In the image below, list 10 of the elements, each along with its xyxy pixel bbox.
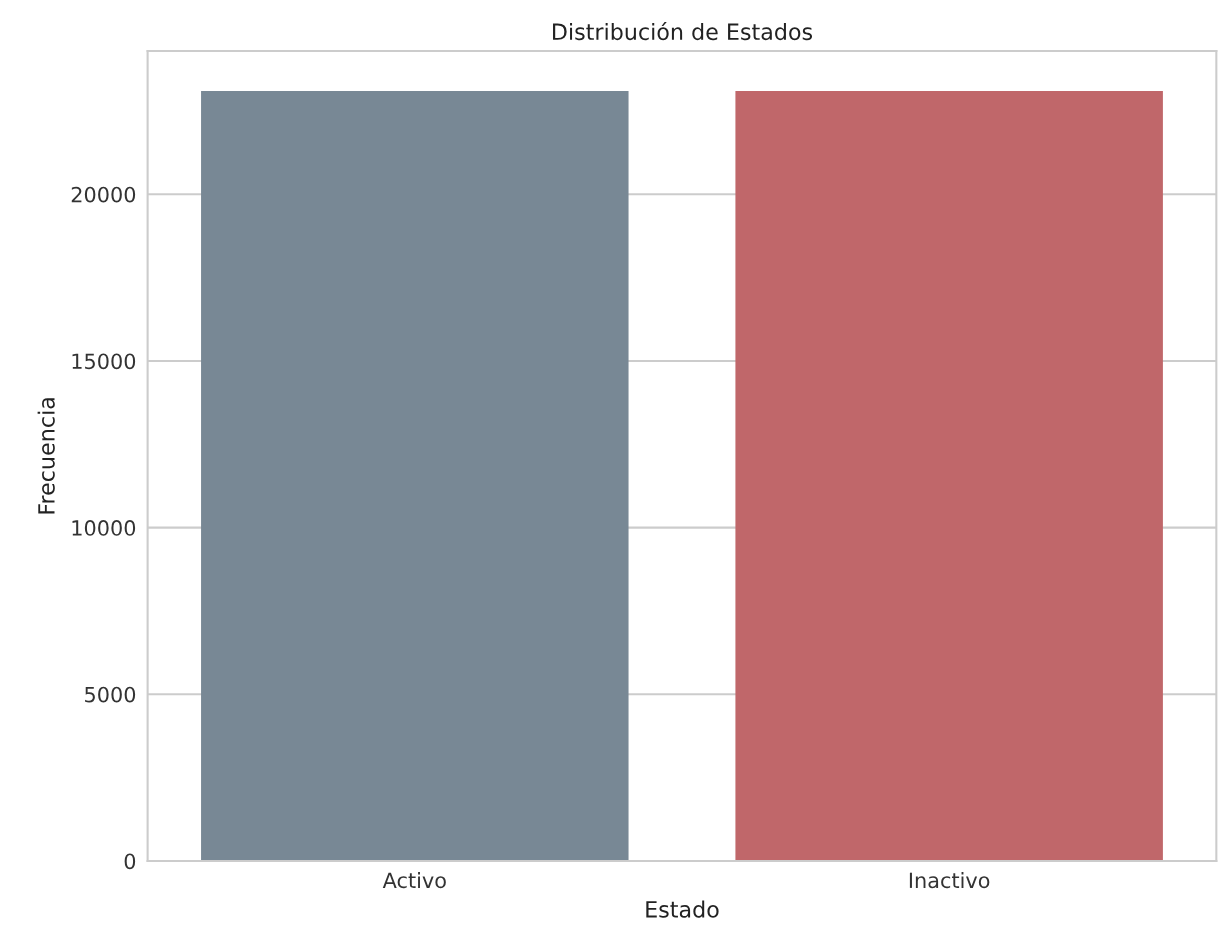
chart-title: Distribución de Estados [553,22,813,41]
y-tick-label: 15000 [72,353,136,370]
x-axis-title: Estado [646,900,719,918]
y-axis-title: Frecuencia [37,398,55,514]
y-tick-label: 5000 [85,686,136,703]
y-tick-label: 10000 [72,520,136,536]
x-tick-label: Inactivo [909,872,990,889]
y-tick-label: 20000 [71,186,136,203]
y-tick-label: 0 [124,853,136,870]
x-tick-label: Activo [382,872,446,889]
